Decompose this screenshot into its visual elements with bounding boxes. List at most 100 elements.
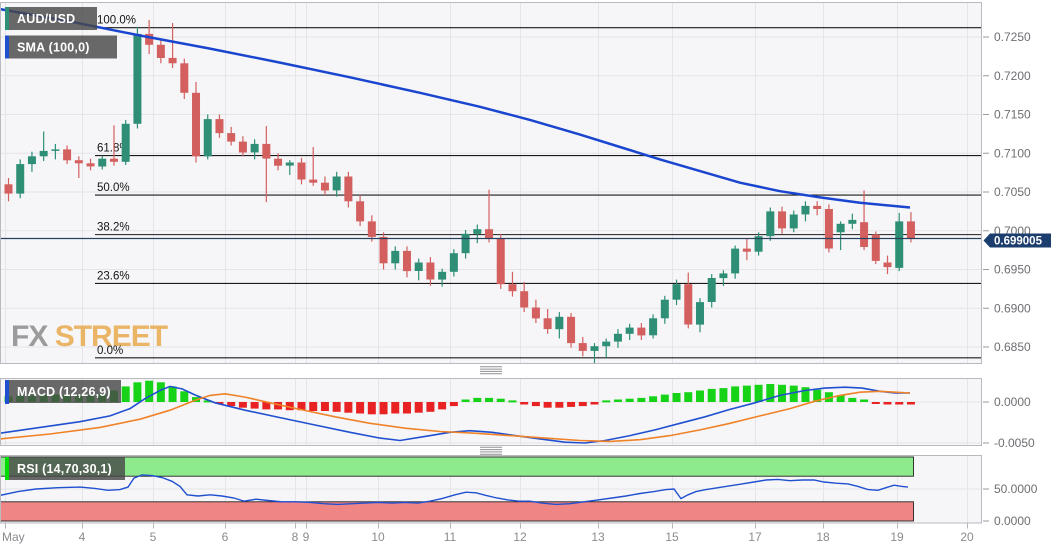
- fib-label: 50.0%: [97, 182, 130, 194]
- macd-histogram-bar: [367, 402, 376, 415]
- candle: [602, 341, 611, 347]
- macd-histogram-bar: [637, 397, 646, 402]
- price-axis-label: 0.6850: [994, 340, 1031, 354]
- candle: [145, 33, 154, 45]
- candle: [531, 307, 540, 319]
- macd-axis-label: -0.0050: [994, 436, 1035, 450]
- candle: [895, 221, 904, 268]
- panel-border: [0, 378, 982, 446]
- candle: [754, 236, 763, 252]
- price-axis-label: 0.7050: [994, 185, 1031, 199]
- candle: [379, 236, 388, 264]
- sma-badge[interactable]: SMA (100,0): [5, 35, 117, 59]
- candle: [684, 284, 693, 325]
- candle: [742, 248, 751, 252]
- sma-accent-bar: [5, 35, 9, 59]
- panel-border: [0, 455, 982, 524]
- macd-badge-label: MACD (12,26,9): [17, 385, 111, 399]
- macd-histogram-bar: [238, 402, 247, 408]
- macd-line: [0, 385, 910, 444]
- macd-histogram-bar: [180, 391, 189, 402]
- x-axis-label: 12: [513, 530, 527, 544]
- macd-histogram-bar: [356, 402, 365, 414]
- macd-histogram-bar: [695, 390, 704, 402]
- x-axis-label: 9: [303, 530, 310, 544]
- macd-histogram-bar: [332, 402, 341, 412]
- price-axis-label: 0.7100: [994, 146, 1031, 160]
- svg-text:FX STREET: FX STREET: [11, 320, 168, 353]
- rsi-badge-label: RSI (14,70,30,1): [17, 462, 112, 476]
- sma-badge-label: SMA (100,0): [17, 41, 90, 55]
- candle: [789, 214, 798, 229]
- x-axis-label: 17: [748, 530, 762, 544]
- candle: [672, 284, 681, 300]
- macd-histogram-bar: [168, 386, 177, 402]
- panel-border: [0, 2, 982, 364]
- macd-histogram-bar: [836, 395, 845, 402]
- macd-histogram-bar: [414, 402, 423, 413]
- candle: [63, 149, 72, 161]
- macd-histogram-bar: [602, 400, 611, 403]
- candle: [203, 119, 212, 157]
- candle: [719, 273, 728, 279]
- macd-histogram-bar: [543, 402, 552, 408]
- macd-histogram-bar: [379, 402, 388, 415]
- candle: [192, 92, 201, 157]
- candle: [250, 143, 259, 153]
- macd-histogram-bar: [531, 402, 540, 407]
- rsi-badge[interactable]: RSI (14,70,30,1): [5, 457, 125, 480]
- chart-bg-layer: [0, 2, 982, 523]
- candle: [285, 162, 294, 166]
- candle: [332, 176, 341, 191]
- panel-resize-handle[interactable]: [480, 446, 502, 455]
- candle: [262, 143, 271, 159]
- candle: [801, 205, 810, 215]
- fib-label: 0.0%: [97, 345, 123, 357]
- candle: [402, 250, 411, 272]
- symbol-badge-label: AUD/USD: [17, 12, 75, 26]
- macd-histogram-bar: [520, 402, 529, 405]
- candle: [449, 253, 458, 272]
- macd-histogram-bar: [824, 392, 833, 402]
- macd-badge[interactable]: MACD (12,26,9): [5, 380, 121, 404]
- candle: [16, 164, 25, 194]
- macd-histogram-bar: [707, 388, 716, 402]
- macd-histogram-bar: [742, 385, 751, 402]
- rsi-accent-bar: [5, 457, 9, 480]
- macd-histogram-bar: [449, 402, 458, 407]
- candle: [520, 291, 529, 308]
- macd-layer: [0, 380, 915, 444]
- macd-histogram-bar: [485, 397, 494, 402]
- price-axis-label: 0.7250: [994, 30, 1031, 44]
- macd-histogram-bar: [613, 399, 622, 402]
- symbol-badge[interactable]: AUD/USD: [5, 7, 97, 30]
- candle: [637, 327, 646, 336]
- macd-histogram-bar: [567, 402, 576, 407]
- macd-histogram-bar: [871, 402, 880, 404]
- candle: [824, 209, 833, 249]
- macd-signal-line: [0, 390, 911, 443]
- candle: [649, 318, 658, 336]
- candle: [613, 333, 622, 342]
- x-axis-label: 13: [591, 530, 605, 544]
- panel-resize-handle[interactable]: [480, 366, 502, 375]
- macd-histogram-bar: [508, 400, 517, 403]
- candle: [848, 219, 857, 224]
- macd-histogram-bar: [297, 402, 306, 411]
- candle: [707, 278, 716, 302]
- rsi-line: [0, 474, 909, 506]
- candle: [86, 163, 95, 167]
- price-marker-arrow: [983, 233, 1051, 248]
- macd-histogram-bar: [309, 402, 318, 411]
- macd-histogram-bar: [461, 399, 470, 402]
- macd-histogram-bar: [906, 402, 915, 405]
- price-axis-label: 0.6950: [994, 263, 1031, 277]
- x-axis-label: May: [2, 530, 25, 544]
- candle: [391, 250, 400, 264]
- macd-histogram-bar: [473, 397, 482, 402]
- fib-label: 23.6%: [97, 270, 130, 282]
- candle: [426, 262, 435, 280]
- sma-line: [0, 7, 911, 209]
- macd-histogram-bar: [121, 386, 130, 402]
